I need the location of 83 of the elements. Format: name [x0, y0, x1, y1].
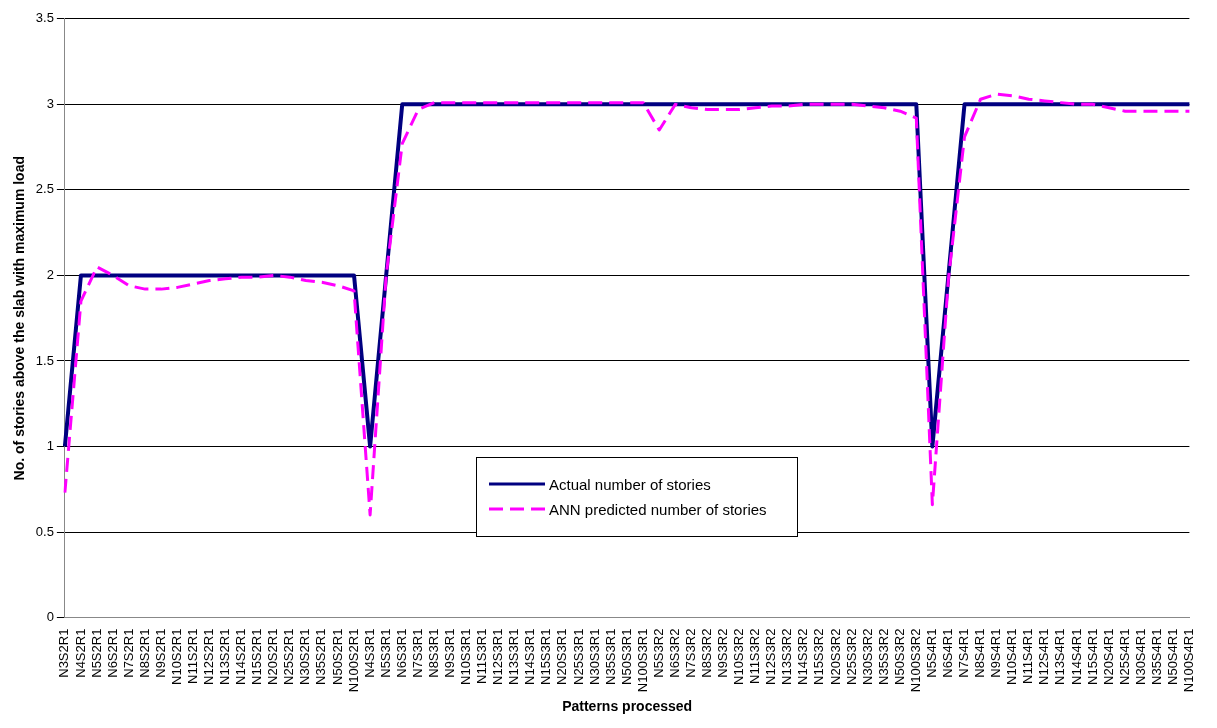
x-axis-title: Patterns processed [562, 698, 693, 715]
x-tick-label: N30S4R1 [1132, 628, 1148, 685]
x-tick-label: N10S3R1 [458, 628, 474, 685]
x-tick-label: N50S3R1 [618, 628, 634, 685]
x-tick-label: N7S3R2 [682, 628, 698, 678]
x-tick-label: N15S4R1 [1084, 628, 1100, 685]
x-tick-label: N5S3R1 [377, 628, 393, 678]
x-tick-label: N14S3R2 [795, 628, 811, 685]
y-tick-label: 0 [46, 609, 54, 625]
x-tick-label: N14S4R1 [1068, 628, 1084, 685]
x-tick-label: N100S2R1 [345, 628, 361, 693]
x-tick-label: N35S2R1 [313, 628, 329, 685]
x-tick-label: N8S3R2 [699, 628, 715, 678]
x-tick-label: N6S3R1 [393, 628, 409, 678]
x-tick-label: N50S3R2 [891, 628, 907, 685]
x-tick-label: N9S3R2 [715, 628, 731, 678]
x-tick-label: N20S2R1 [265, 628, 281, 685]
x-tick-label: N10S4R1 [1004, 628, 1020, 685]
x-tick-label: N11S3R2 [747, 628, 763, 685]
x-tick-label: N9S3R1 [442, 628, 457, 678]
x-tick-label: N9S4R1 [988, 628, 1004, 678]
legend-label: Actual number of stories [549, 475, 711, 493]
x-tick-label: N25S3R2 [843, 628, 859, 685]
x-tick-label: N4S2R1 [72, 628, 88, 678]
x-tick-label: N10S3R2 [731, 628, 747, 685]
x-tick-label: N6S3R2 [666, 628, 682, 678]
x-tick-label: N11S3R1 [474, 628, 490, 685]
x-tick-label: N100S3R2 [907, 628, 923, 693]
y-tick-label: 3 [46, 95, 54, 111]
x-tick-label: N13S3R2 [779, 628, 795, 685]
x-tick-label: N11S4R1 [1020, 628, 1036, 685]
x-tick-label: N50S4R1 [1164, 628, 1180, 685]
x-tick-label: N14S2R1 [233, 628, 249, 685]
x-tick-label: N3S2R1 [56, 628, 72, 678]
x-tick-label: N5S2R1 [88, 628, 104, 678]
y-tick-label: 2.5 [35, 181, 54, 197]
x-tick-label: N20S4R1 [1100, 628, 1116, 685]
x-tick-label: N12S4R1 [1036, 628, 1052, 685]
y-tick-label: 0.5 [35, 523, 54, 539]
x-tick-label: N35S3R2 [875, 628, 891, 685]
x-tick-label: N100S4R1 [1180, 628, 1196, 693]
x-tick-label: N25S3R1 [570, 628, 586, 685]
x-tick-label: N8S2R1 [136, 628, 152, 678]
x-tick-label: N10S2R1 [168, 628, 184, 685]
x-tick-label: N6S4R1 [940, 628, 956, 678]
x-tick-label: N100S3R1 [634, 628, 650, 693]
x-tick-label: N25S4R1 [1116, 628, 1132, 685]
x-tick-label: N13S4R1 [1052, 628, 1068, 685]
y-tick-label: 1.5 [35, 352, 54, 368]
x-tick-label: N30S3R2 [859, 628, 875, 685]
y-tick-label: 2 [46, 267, 54, 283]
x-tick-label: N7S3R1 [409, 628, 425, 678]
x-tick-label: N50S2R1 [329, 628, 345, 685]
x-tick-label: N20S3R1 [554, 628, 570, 685]
x-tick-label: N35S4R1 [1148, 628, 1164, 685]
x-tick-label: N20S3R2 [827, 628, 843, 685]
x-tick-label: N8S3R1 [425, 628, 441, 678]
x-tick-label: N15S3R1 [538, 628, 554, 685]
x-tick-label: N25S2R1 [281, 628, 297, 685]
x-tick-label: N30S2R1 [297, 628, 313, 685]
x-tick-label: N12S3R1 [490, 628, 506, 685]
y-axis-title: No. of stories above the slab with maximum load [11, 156, 28, 481]
x-tick-label: N30S3R1 [586, 628, 602, 685]
x-tick-label: N15S2R1 [249, 628, 265, 685]
x-tick-label: N5S3R2 [650, 628, 666, 678]
x-tick-label: N7S2R1 [120, 628, 136, 678]
x-tick-label: N35S3R1 [602, 628, 618, 685]
x-tick-label: N11S2R1 [184, 628, 200, 685]
x-tick-label: N15S3R2 [811, 628, 827, 685]
x-tick-label: N7S4R1 [956, 628, 972, 678]
x-tick-label: N4S3R1 [361, 628, 377, 678]
x-tick-label: N8S4R1 [972, 628, 988, 678]
y-tick-label: 3.5 [35, 10, 54, 26]
x-tick-label: N13S2R1 [217, 628, 233, 685]
x-tick-label: N14S3R1 [522, 628, 538, 685]
x-tick-label: N5S4R1 [923, 628, 939, 678]
x-tick-label: N13S3R1 [506, 628, 522, 685]
x-tick-label: N12S3R2 [763, 628, 779, 685]
x-tick-label: N6S2R1 [104, 628, 120, 678]
y-tick-label: 1 [46, 438, 54, 454]
legend-label: ANN predicted number of stories [549, 500, 767, 518]
x-tick-label: N9S2R1 [152, 628, 168, 678]
x-tick-label: N12S2R1 [201, 628, 217, 685]
